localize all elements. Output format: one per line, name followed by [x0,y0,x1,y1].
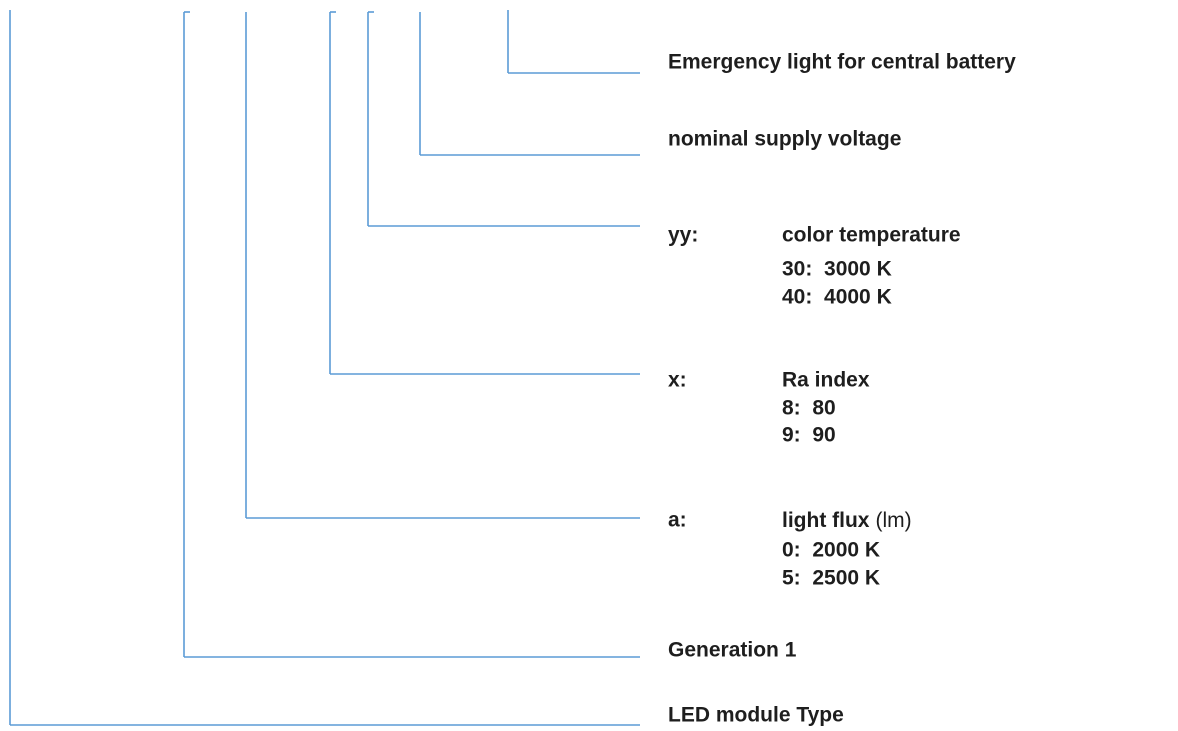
label: nominal supply voltage [668,128,901,151]
label: color temperature [782,224,961,247]
label: light flux (lm) [782,509,912,532]
option: 9: 90 [782,424,836,447]
unit: (lm) [876,509,912,532]
code: x: [668,369,687,392]
option: 40: 4000 K [782,286,892,309]
label: Generation 1 [668,639,797,662]
option: 5: 2500 K [782,567,880,590]
option: 30: 3000 K [782,258,892,281]
label: Ra index [782,369,870,392]
label: Emergency light for central battery [668,51,1016,74]
code: yy: [668,224,698,247]
option: 8: 80 [782,397,836,420]
connector-lines [9,10,640,726]
option: 0: 2000 K [782,539,880,562]
label-text: light flux [782,509,870,532]
label: LED module Type [668,704,844,727]
code: a: [668,509,687,532]
